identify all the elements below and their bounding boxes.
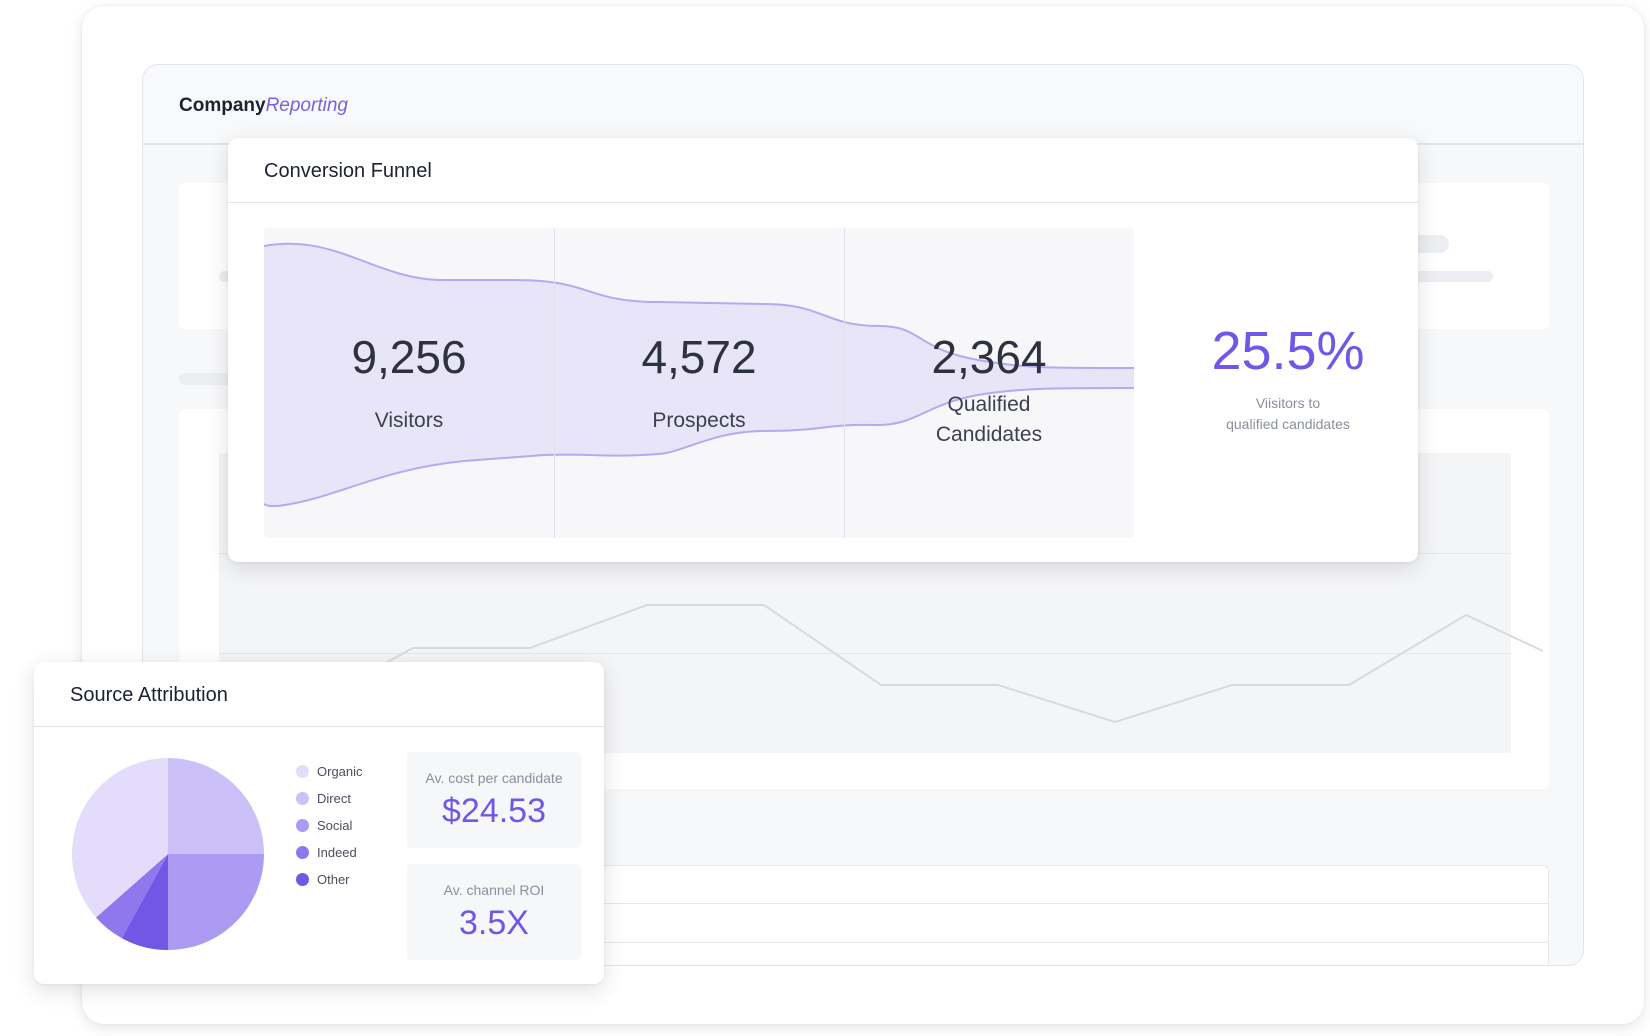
logo-primary: Company [179, 95, 266, 116]
legend-label: Other [317, 871, 350, 887]
funnel-top-edge [264, 242, 1134, 369]
background-table-rowline [179, 903, 1549, 904]
conversion-funnel-card: Conversion Funnel 9,256 Visitors 4,572 P… [228, 138, 1418, 562]
source-pie-chart [71, 758, 264, 950]
conversion-caption-line: qualified candidates [1226, 416, 1350, 432]
metric-label: Av. channel ROI [443, 882, 545, 898]
legend-dot [296, 791, 309, 805]
logo-secondary: Reporting [265, 95, 348, 116]
app-logo[interactable]: CompanyReporting [179, 95, 348, 117]
pie-slice-social [168, 854, 264, 950]
background-table-rowline [179, 942, 1549, 943]
card-divider [228, 202, 1418, 203]
funnel-fill [264, 243, 1134, 507]
funnel-stage-label: Visitors [374, 409, 444, 432]
funnel-bottom-edge [264, 387, 1134, 508]
legend-label: Organic [317, 763, 363, 779]
legend-dot [296, 845, 309, 859]
funnel-stage-value: 4,572 [641, 331, 757, 383]
conversion-caption-line: Viisitors to [1255, 395, 1321, 411]
conversion-rate-caption: Viisitors to qualified candidates [1178, 393, 1398, 435]
legend-item-indeed: Indeed [296, 843, 357, 861]
funnel-stage-label: Prospects [652, 409, 746, 432]
metric-channel-roi: Av. channel ROI 3.5X [407, 864, 581, 960]
funnel-stage-visitors: 9,256 Visitors [264, 334, 554, 436]
legend-label: Indeed [317, 844, 357, 860]
conversion-rate-value: 25.5% [1211, 321, 1365, 381]
background-line-chart [218, 604, 1544, 776]
funnel-shape [264, 242, 1134, 508]
legend-dot [296, 764, 309, 778]
legend-item-other: Other [296, 870, 350, 888]
legend-dot [296, 818, 309, 832]
background-gridline [219, 653, 1511, 654]
conversion-funnel-title: Conversion Funnel [264, 160, 432, 182]
pie-slice-indeed [95, 854, 168, 939]
app-header: CompanyReporting [143, 65, 1583, 145]
pie-slice-direct [168, 758, 264, 854]
legend-label: Direct [317, 790, 351, 806]
funnel-stage-prospects: 4,572 Prospects [554, 334, 844, 436]
funnel-column-divider [554, 228, 555, 538]
legend-label: Social [317, 817, 353, 833]
source-attribution-card: Source Attribution Organic Direct Social… [34, 662, 604, 984]
funnel-stage-label: Qualified Candidates [935, 393, 1043, 446]
card-divider [34, 726, 604, 727]
funnel-chart: 9,256 Visitors 4,572 Prospects 2,364 Qua… [264, 228, 1134, 538]
metric-label: Av. cost per candidate [425, 770, 563, 786]
pie-slice-organic [71, 758, 168, 918]
legend-item-direct: Direct [296, 789, 351, 807]
legend-item-organic: Organic [296, 762, 363, 780]
funnel-stage-value: 9,256 [351, 331, 467, 383]
funnel-column-divider [844, 228, 845, 538]
pie-slice-other [121, 854, 168, 950]
legend-item-social: Social [296, 816, 352, 834]
source-attribution-title: Source Attribution [70, 684, 228, 706]
metric-cost-per-candidate: Av. cost per candidate $24.53 [407, 752, 581, 848]
funnel-stage-value: 2,364 [931, 331, 1047, 383]
metric-value: 3.5X [459, 904, 529, 942]
metric-value: $24.53 [442, 792, 546, 830]
legend-dot [296, 872, 309, 886]
funnel-stage-qualified: 2,364 Qualified Candidates [844, 334, 1134, 450]
